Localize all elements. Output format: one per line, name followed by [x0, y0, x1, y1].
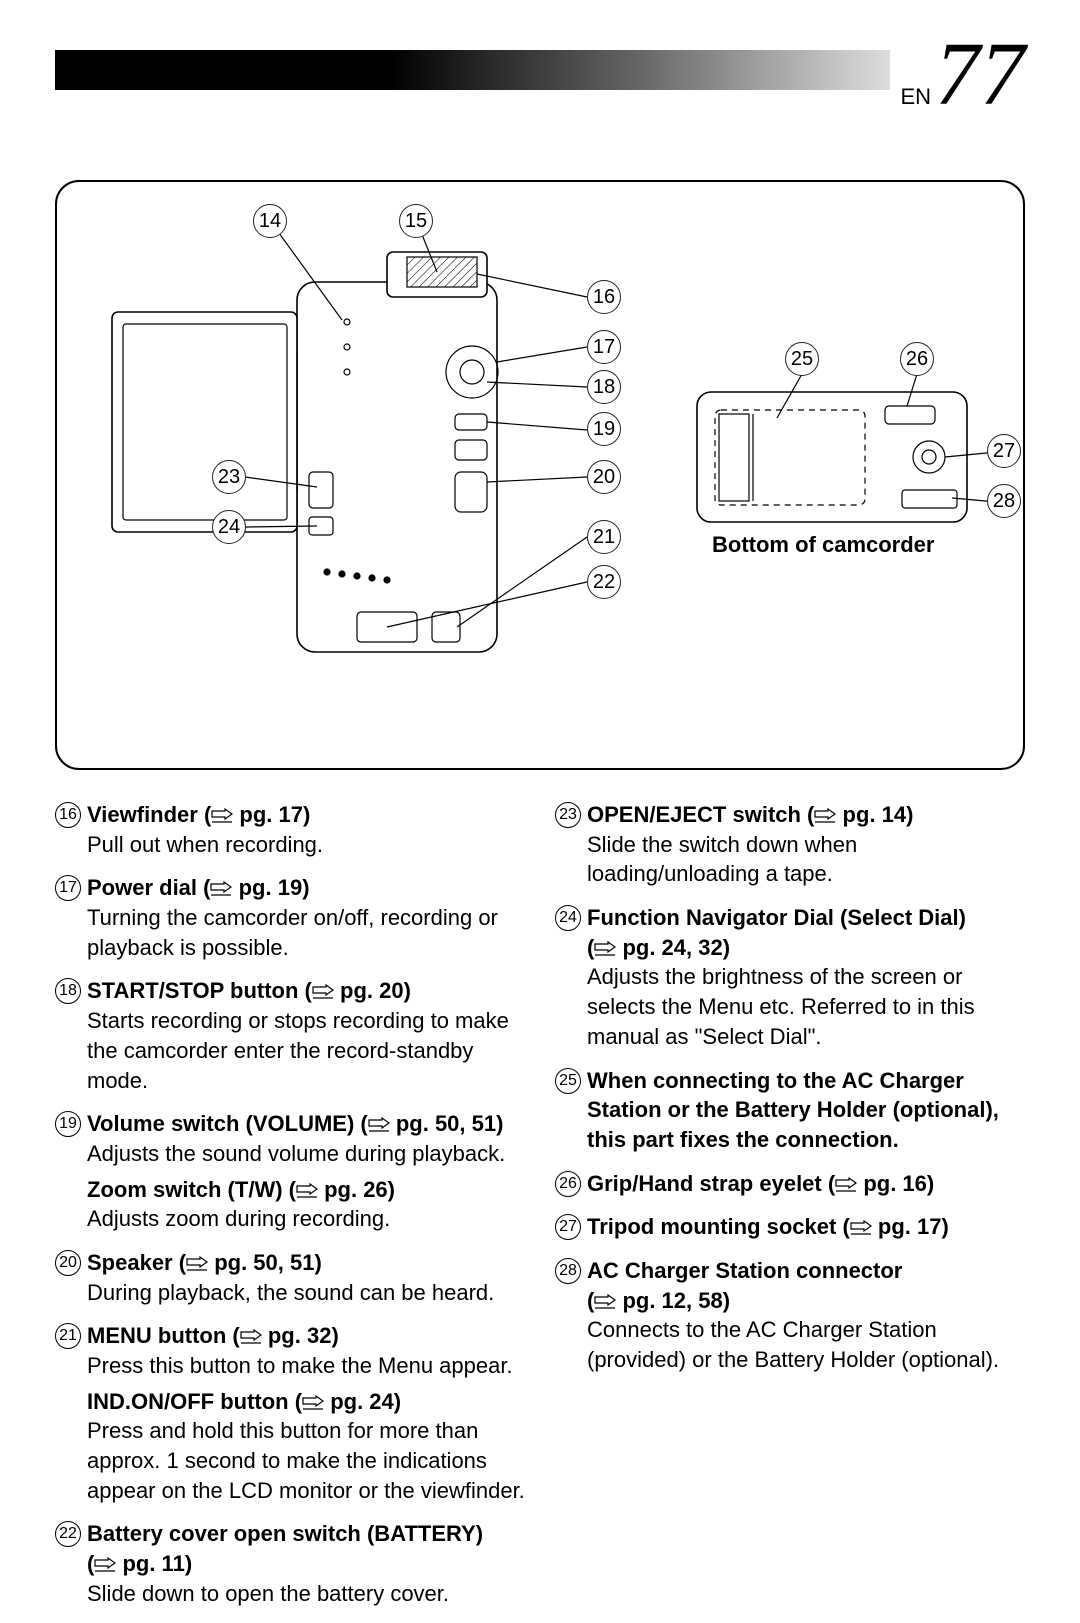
item-number: 23	[555, 802, 581, 828]
item-body: START/STOP button ( pg. 20)Starts record…	[87, 976, 525, 1095]
item-number: 22	[55, 1521, 81, 1547]
list-item: 20Speaker ( pg. 50, 51)During playback, …	[55, 1248, 525, 1307]
callout-24: 24	[212, 510, 246, 544]
callout-17: 17	[587, 330, 621, 364]
item-number: 24	[555, 905, 581, 931]
item-body: Function Navigator Dial (Select Dial)( p…	[587, 903, 1025, 1051]
item-number: 28	[555, 1258, 581, 1284]
callout-23: 23	[212, 460, 246, 494]
item-body: When connecting to the AC Charger Statio…	[587, 1066, 1025, 1155]
diagram-frame: 14 15 16 17 18 19 20 21 22 23 24 25 26 2…	[55, 180, 1025, 770]
item-body: OPEN/EJECT switch ( pg. 14)Slide the swi…	[587, 800, 1025, 889]
list-item: 18START/STOP button ( pg. 20)Starts reco…	[55, 976, 525, 1095]
callout-18: 18	[587, 370, 621, 404]
description-columns: 16Viewfinder ( pg. 17)Pull out when reco…	[55, 800, 1025, 1623]
item-number: 18	[55, 978, 81, 1004]
list-item: 17Power dial ( pg. 19)Turning the camcor…	[55, 873, 525, 962]
callout-20: 20	[587, 460, 621, 494]
item-body: Volume switch (VOLUME) ( pg. 50, 51)Adju…	[87, 1109, 525, 1234]
callout-22: 22	[587, 565, 621, 599]
callout-19: 19	[587, 412, 621, 446]
callout-15: 15	[399, 204, 433, 238]
callout-16: 16	[587, 280, 621, 314]
item-body: MENU button ( pg. 32)Press this button t…	[87, 1321, 525, 1505]
callout-26: 26	[900, 342, 934, 376]
item-body: Speaker ( pg. 50, 51)During playback, th…	[87, 1248, 525, 1307]
list-item: 27Tripod mounting socket ( pg. 17)	[555, 1212, 1025, 1242]
item-number: 17	[55, 875, 81, 901]
list-item: 21MENU button ( pg. 32)Press this button…	[55, 1321, 525, 1505]
callout-14: 14	[253, 204, 287, 238]
item-body: AC Charger Station connector( pg. 12, 58…	[587, 1256, 1025, 1375]
item-body: Grip/Hand strap eyelet ( pg. 16)	[587, 1169, 1025, 1199]
item-number: 21	[55, 1323, 81, 1349]
page-number-value: 77	[935, 30, 1025, 120]
item-body: Viewfinder ( pg. 17)Pull out when record…	[87, 800, 525, 859]
list-item: 19Volume switch (VOLUME) ( pg. 50, 51)Ad…	[55, 1109, 525, 1234]
header-gradient-bar	[55, 50, 890, 90]
list-item: 25When connecting to the AC Charger Stat…	[555, 1066, 1025, 1155]
item-number: 16	[55, 802, 81, 828]
list-item: 28AC Charger Station connector( pg. 12, …	[555, 1256, 1025, 1375]
item-number: 20	[55, 1250, 81, 1276]
item-number: 27	[555, 1214, 581, 1240]
right-column: 23OPEN/EJECT switch ( pg. 14)Slide the s…	[555, 800, 1025, 1623]
list-item: 24Function Navigator Dial (Select Dial)(…	[555, 903, 1025, 1051]
item-body: Tripod mounting socket ( pg. 17)	[587, 1212, 1025, 1242]
list-item: 23OPEN/EJECT switch ( pg. 14)Slide the s…	[555, 800, 1025, 889]
list-item: 26Grip/Hand strap eyelet ( pg. 16)	[555, 1169, 1025, 1199]
bottom-caption: Bottom of camcorder	[712, 532, 934, 558]
page-number: EN 77	[900, 30, 1025, 120]
callout-28: 28	[987, 484, 1021, 518]
callout-25: 25	[785, 342, 819, 376]
page-prefix: EN	[900, 84, 931, 110]
item-number: 19	[55, 1111, 81, 1137]
item-body: Power dial ( pg. 19)Turning the camcorde…	[87, 873, 525, 962]
item-number: 25	[555, 1068, 581, 1094]
item-number: 26	[555, 1171, 581, 1197]
left-column: 16Viewfinder ( pg. 17)Pull out when reco…	[55, 800, 525, 1623]
callout-27: 27	[987, 434, 1021, 468]
list-item: 16Viewfinder ( pg. 17)Pull out when reco…	[55, 800, 525, 859]
camcorder-illustration	[57, 182, 1027, 772]
callout-21: 21	[587, 520, 621, 554]
